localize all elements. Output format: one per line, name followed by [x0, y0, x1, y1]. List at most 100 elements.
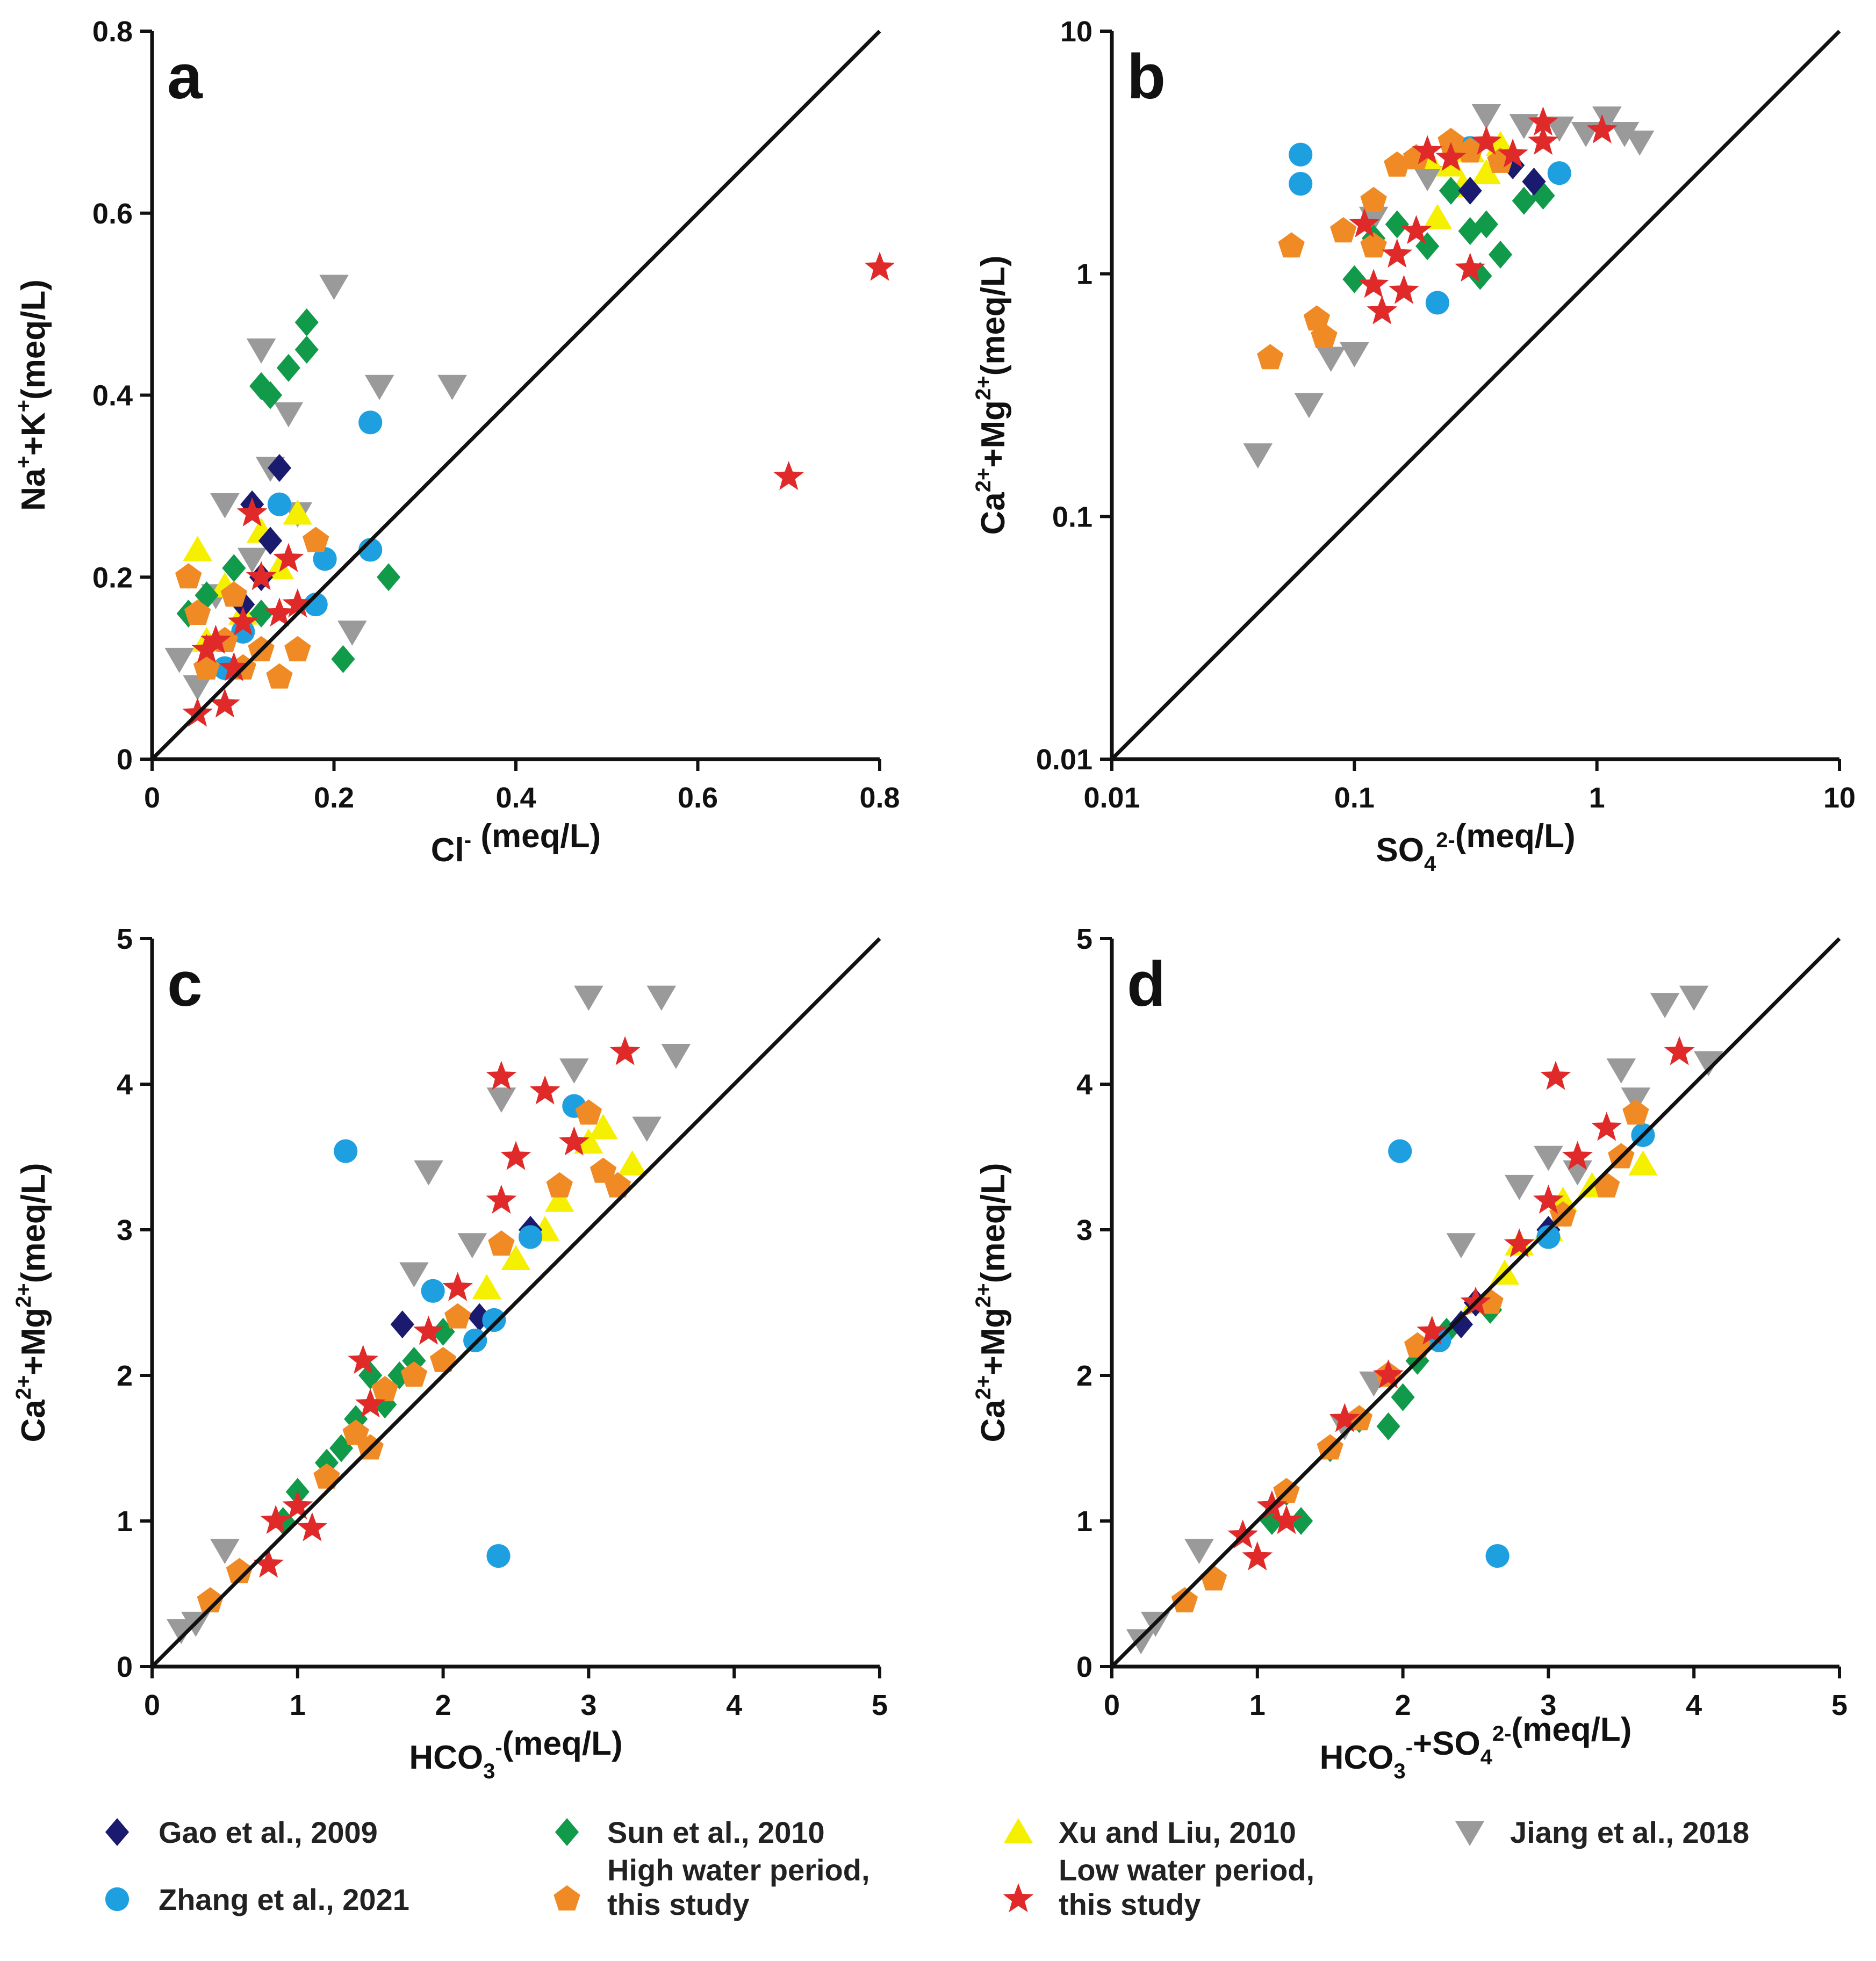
point-b-jiang-0 [1243, 443, 1273, 469]
point-b-zhang-3 [1547, 161, 1571, 185]
point-a-sun-5 [376, 563, 401, 592]
point-a-sun-4 [258, 381, 283, 409]
point-b-low-0 [1358, 269, 1389, 298]
point-d-zhang-1 [1485, 1544, 1510, 1568]
point-a-low-7 [191, 633, 222, 663]
point-b-jiang-12 [1544, 116, 1575, 142]
point-c-zhang-4 [482, 1308, 506, 1332]
point-d-jiang-5 [1446, 1233, 1476, 1259]
y-axis-label-d: Ca2++Mg2+(meq/L) [972, 1163, 1012, 1442]
point-b-low-4 [1401, 215, 1432, 244]
point-c-zhang-3 [463, 1328, 487, 1353]
point-d-gao-0 [1449, 1310, 1474, 1339]
legend-label-zhang: Zhang et al., 2021 [159, 1883, 409, 1916]
point-a-low-10 [282, 588, 313, 618]
point-b-sun-7 [1512, 186, 1536, 215]
point-d-xu-4 [1628, 1150, 1658, 1176]
point-d-low-10 [1562, 1141, 1593, 1170]
legend-item-xu: Xu and Liu, 2010 [1003, 1815, 1296, 1849]
x-axis-label-d: HCO3-+SO42-(meq/L) [1320, 1711, 1632, 1783]
point-a-jiang-8 [337, 621, 367, 646]
point-a-gao-4 [258, 527, 283, 555]
point-b-sun-0 [1342, 265, 1367, 293]
point-c-jiang-2 [210, 1539, 240, 1565]
x-tick-label-c-3: 3 [580, 1689, 596, 1721]
x-tick-label-d-1: 1 [1249, 1689, 1266, 1721]
legend-item-gao: Gao et al., 2009 [105, 1815, 378, 1849]
point-b-sun-6 [1488, 240, 1513, 269]
point-c-high-2 [313, 1463, 340, 1489]
x-axis-label-c: HCO3-(meq/L) [409, 1725, 622, 1783]
point-a-jiang-4 [274, 402, 304, 428]
point-c-low-8 [486, 1184, 517, 1214]
point-d-low-13 [1533, 1184, 1564, 1214]
x-tick-label-d-2: 2 [1395, 1689, 1411, 1721]
point-d-low-3 [1271, 1505, 1302, 1534]
point-d-high-11 [1593, 1172, 1620, 1198]
y-tick-label-c-3: 3 [117, 1214, 133, 1246]
point-d-jiang-6 [1504, 1174, 1534, 1200]
point-a-xu-6 [283, 499, 313, 525]
point-b-sun-10 [1439, 177, 1463, 205]
x-tick-label-d-5: 5 [1831, 1689, 1848, 1721]
reference-line-b [1110, 30, 1841, 761]
point-b-jiang-1 [1294, 393, 1324, 419]
point-d-zhang-0 [1388, 1139, 1412, 1163]
point-b-high-4 [1330, 217, 1357, 243]
point-a-gao-1 [267, 454, 292, 482]
point-c-low-2 [282, 1490, 313, 1520]
point-a-low-6 [264, 597, 295, 627]
point-b-jiang-5 [1412, 166, 1442, 191]
point-a-jiang-1 [364, 374, 394, 400]
data-points-a [164, 251, 895, 727]
point-a-sun-3 [249, 372, 274, 400]
point-c-high-1 [226, 1558, 253, 1583]
x-axis-label-b: SO42-(meq/L) [1376, 818, 1575, 876]
panels-group: 0 0.2 0.4 0.6 0.8 0 0.2 0.4 0.6 0.8 a Cl- (meq/L) Na… [12, 16, 1856, 1783]
y-tick-label-c-4: 4 [117, 1069, 133, 1101]
x-tick-label-c-4: 4 [726, 1689, 742, 1721]
point-a-sun-2 [294, 335, 319, 364]
reference-line-d [1110, 937, 1841, 1668]
point-c-high-13 [429, 1346, 457, 1372]
point-b-jiang-9 [1592, 106, 1622, 132]
point-c-high-0 [197, 1587, 224, 1613]
point-c-low-3 [297, 1512, 328, 1541]
point-c-gao-1 [468, 1303, 492, 1331]
point-a-high-5 [266, 663, 293, 689]
y-tick-label-d-0: 0 [1076, 1651, 1092, 1683]
legend-item-zhang: Zhang et al., 2021 [105, 1883, 409, 1916]
point-d-sun-9 [1391, 1383, 1415, 1411]
y-tick-label-d-3: 3 [1076, 1214, 1092, 1246]
x-tick-label-c-1: 1 [290, 1689, 306, 1721]
point-c-high-3 [342, 1419, 369, 1445]
panel-b: 0.01 0.1 1 10 0.01 0.1 1 10 b SO42-(meq/L) Ca2++Mg… [972, 16, 1856, 876]
point-a-zhang-2 [313, 547, 337, 571]
point-a-xu-0 [183, 536, 212, 561]
point-b-gao-2 [1458, 177, 1482, 205]
point-c-low-5 [355, 1388, 386, 1418]
point-c-high-4 [371, 1376, 398, 1402]
point-a-high-9 [220, 581, 248, 607]
point-c-jiang-0 [166, 1619, 196, 1645]
point-b-zhang-0 [1289, 142, 1313, 167]
point-d-jiang-10 [1679, 985, 1709, 1011]
point-b-jiang-3 [1340, 342, 1369, 367]
point-a-high-6 [284, 636, 311, 661]
y-tick-label-a-0: 0 [117, 744, 133, 776]
y-tick-label-d-2: 2 [1076, 1360, 1092, 1392]
point-d-low-11 [1664, 1036, 1695, 1065]
legend-marker-gao [105, 1818, 130, 1846]
point-b-xu-3 [1471, 159, 1501, 185]
legend-item-sun: Sun et al., 2010 [555, 1815, 825, 1849]
data-points-c [166, 985, 691, 1645]
legend-marker-jiang [1455, 1821, 1485, 1846]
point-d-high-0 [1171, 1587, 1198, 1613]
legend-item-jiang: Jiang et al., 2018 [1455, 1815, 1749, 1849]
point-c-xu-3 [574, 1128, 603, 1154]
point-b-low-10 [1528, 106, 1558, 136]
point-c-zhang-0 [334, 1139, 358, 1163]
point-a-jiang-9 [237, 547, 267, 573]
point-a-low-12 [200, 624, 231, 654]
point-c-high-9 [575, 1099, 602, 1125]
